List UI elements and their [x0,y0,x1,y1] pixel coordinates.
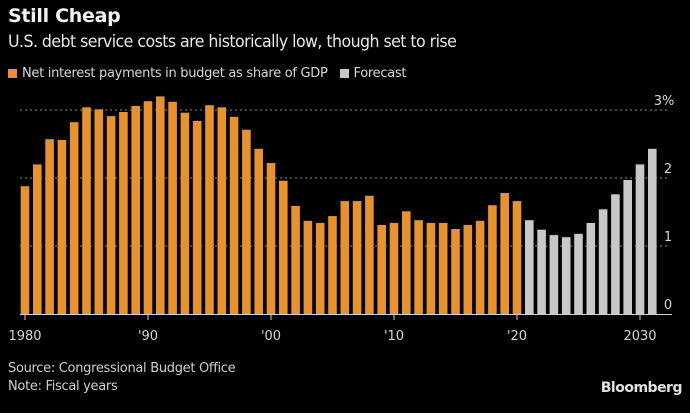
bar-net-interest [82,107,91,314]
chart-title: Still Cheap [8,5,121,27]
bar-net-interest [217,107,227,314]
bar-net-interest [475,220,485,314]
bar-net-interest [20,186,30,314]
bar-net-interest [402,211,411,314]
x-tick-label: 2030 [623,329,656,344]
bar-net-interest [69,122,79,314]
bar-net-interest [463,224,473,314]
bar-net-interest [315,222,325,314]
bar-net-interest [119,112,128,314]
bar-forecast [586,222,596,314]
legend-label-forecast: Forecast [353,66,407,81]
y-tick-label: 0 [664,298,672,313]
bar-forecast [598,209,608,314]
bar-net-interest [279,180,288,314]
source-note: Source: Congressional Budget Office [8,361,236,376]
bar-net-interest [229,116,239,314]
bloomberg-logo: Bloomberg [600,380,683,396]
x-tick-label: '20 [507,329,527,344]
x-tick-label: '10 [384,329,404,344]
bar-net-interest [168,101,177,314]
bar-forecast [549,235,559,314]
bar-net-interest [426,222,436,314]
y-tick-label: 3% [654,94,675,109]
bar-net-interest [328,216,337,314]
bar-net-interest [254,148,263,314]
bar-net-interest [242,129,251,314]
bar-net-interest [438,222,448,314]
bar-net-interest [156,96,165,315]
bar-net-interest [414,220,423,314]
bar-net-interest [451,229,460,314]
bar-net-interest [205,105,214,314]
legend-label-net-interest: Net interest payments in budget as share… [22,66,328,81]
bar-forecast [561,237,571,314]
legend-swatch-forecast [339,69,349,78]
bar-net-interest [389,222,399,314]
legend-item-net-interest: Net interest payments in budget as share… [8,66,328,81]
bar-net-interest [500,193,509,314]
bar-net-interest [266,163,276,314]
bar-net-interest [352,201,362,314]
y-tick-label: 2 [664,162,672,177]
footer-notes: Source: Congressional Budget Office Note… [8,360,236,396]
bar-net-interest [291,205,300,314]
bar-net-interest [180,112,190,314]
x-tick-label: '00 [261,329,281,344]
y-tick-label: 1 [664,230,672,245]
legend: Net interest payments in budget as share… [8,66,418,81]
fiscal-note: Note: Fiscal years [8,379,118,394]
bar-net-interest [131,105,140,315]
bar-net-interest [340,201,350,314]
bar-net-interest [94,109,104,314]
bar-forecast [635,164,645,314]
bar-net-interest [33,164,42,314]
bar-forecast [537,229,546,314]
bar-net-interest [57,139,67,314]
bar-forecast [623,180,632,314]
bar-forecast [611,194,620,314]
bar-net-interest [143,101,153,314]
chart-subtitle: U.S. debt service costs are historically… [8,32,457,52]
bar-forecast [525,220,534,314]
bar-net-interest [488,205,497,314]
bar-net-interest [192,120,202,315]
legend-swatch-net-interest [8,69,17,78]
bar-net-interest [106,116,116,314]
bar-net-interest [512,201,522,314]
bar-forecast [574,233,583,314]
bar-net-interest [377,224,386,314]
x-tick-label: '90 [138,329,158,344]
bar-net-interest [365,195,374,314]
legend-item-forecast: Forecast [339,66,407,81]
bar-net-interest [303,220,313,314]
x-tick-label: 1980 [8,329,41,344]
bar-forecast [648,148,657,314]
bar-net-interest [45,139,54,314]
